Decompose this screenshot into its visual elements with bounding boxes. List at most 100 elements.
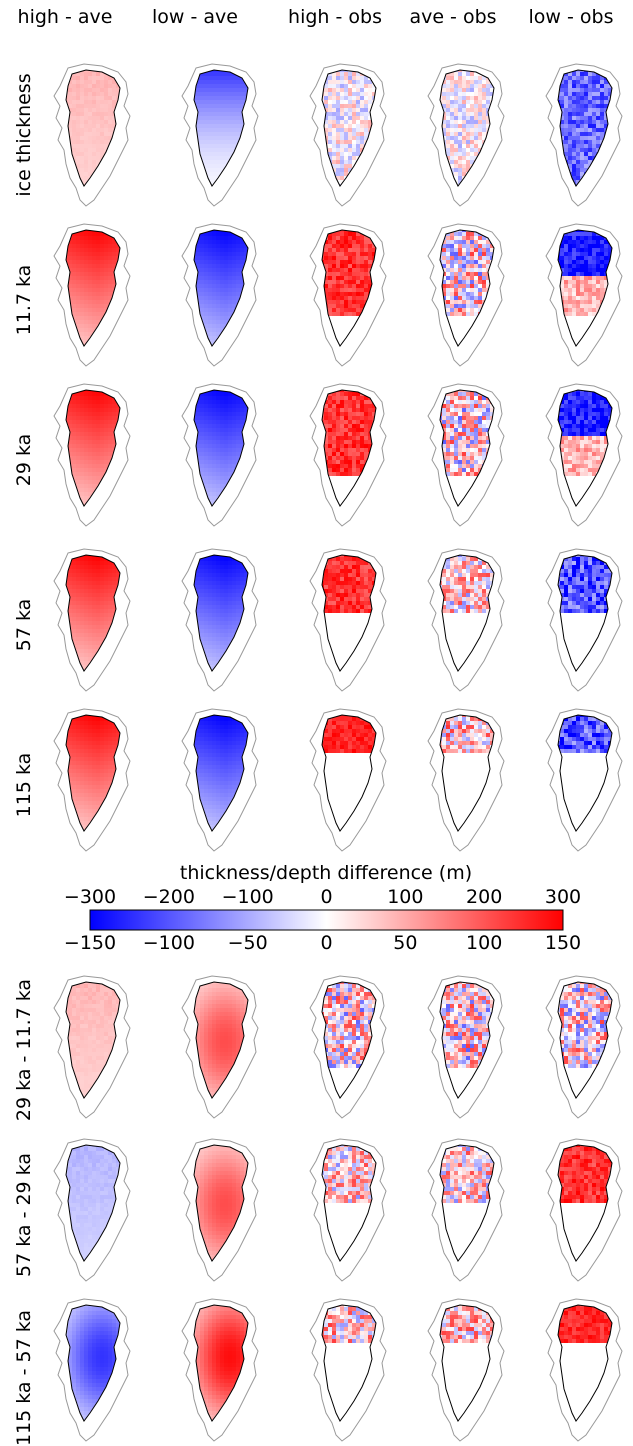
ice-margin-outline bbox=[557, 389, 613, 507]
map-heatmap bbox=[545, 548, 623, 692]
colorbar-top-tick: −100 bbox=[222, 886, 274, 908]
map-panel bbox=[40, 1295, 140, 1445]
map-panel bbox=[296, 60, 396, 210]
coastline-outline bbox=[545, 1298, 623, 1442]
map-heatmap bbox=[181, 223, 259, 367]
map-panel bbox=[532, 220, 632, 370]
column-label-low-obs: low - obs bbox=[529, 6, 614, 28]
ice-margin-outline bbox=[65, 1144, 121, 1262]
colorbar-top-tick: −200 bbox=[143, 886, 195, 908]
ice-margin-outline bbox=[321, 389, 377, 507]
map-panel bbox=[532, 380, 632, 530]
ice-margin-outline bbox=[439, 229, 495, 347]
map-heatmap bbox=[53, 548, 131, 692]
map-heatmap bbox=[545, 1298, 623, 1442]
map-panel bbox=[168, 1135, 268, 1285]
colorbar-bottom-tick: −50 bbox=[228, 932, 268, 954]
ice-margin-outline bbox=[321, 554, 377, 672]
ice-margin-outline bbox=[193, 1304, 249, 1422]
coastline-outline bbox=[309, 63, 387, 207]
ice-margin-outline bbox=[557, 981, 613, 1099]
coastline-outline bbox=[427, 63, 505, 207]
map-panel bbox=[414, 545, 514, 695]
map-heatmap bbox=[181, 708, 259, 852]
coastline-outline bbox=[181, 63, 259, 207]
ice-margin-outline bbox=[321, 714, 377, 832]
map-panel bbox=[532, 972, 632, 1122]
map-heatmap bbox=[53, 1298, 131, 1442]
colorbar-title: thickness/depth difference (m) bbox=[180, 862, 472, 884]
coastline-outline bbox=[53, 708, 131, 852]
ice-margin-outline bbox=[65, 389, 121, 507]
map-heatmap bbox=[181, 63, 259, 207]
map-heatmap bbox=[309, 708, 387, 852]
coastline-outline bbox=[545, 975, 623, 1119]
map-panel bbox=[414, 1295, 514, 1445]
coastline-outline bbox=[181, 548, 259, 692]
coastline-outline bbox=[309, 383, 387, 527]
map-panel bbox=[532, 705, 632, 855]
map-heatmap bbox=[309, 975, 387, 1119]
column-label-high-obs: high - obs bbox=[288, 6, 382, 28]
map-heatmap bbox=[427, 63, 505, 207]
map-panel bbox=[40, 705, 140, 855]
coastline-outline bbox=[181, 383, 259, 527]
coastline-outline bbox=[309, 708, 387, 852]
ice-margin-outline bbox=[193, 389, 249, 507]
map-panel bbox=[40, 1135, 140, 1285]
map-heatmap bbox=[309, 223, 387, 367]
row-label-29-minus-11-7: 29 ka - 11.7 ka bbox=[13, 979, 35, 1121]
ice-margin-outline bbox=[557, 69, 613, 187]
colorbar-top-tick: 100 bbox=[387, 886, 423, 908]
map-panel bbox=[532, 60, 632, 210]
map-heatmap bbox=[309, 383, 387, 527]
map-panel bbox=[168, 1295, 268, 1445]
ice-margin-outline bbox=[439, 714, 495, 832]
map-heatmap bbox=[545, 223, 623, 367]
coastline-outline bbox=[181, 708, 259, 852]
map-heatmap bbox=[427, 708, 505, 852]
ice-margin-outline bbox=[557, 1304, 613, 1422]
ice-margin-outline bbox=[321, 981, 377, 1099]
coastline-outline bbox=[427, 1138, 505, 1282]
coastline-outline bbox=[309, 548, 387, 692]
map-heatmap bbox=[427, 223, 505, 367]
colorbar-bottom-tick: 150 bbox=[545, 932, 581, 954]
ice-margin-outline bbox=[65, 714, 121, 832]
coastline-outline bbox=[53, 975, 131, 1119]
map-panel bbox=[40, 220, 140, 370]
ice-margin-outline bbox=[557, 714, 613, 832]
map-heatmap bbox=[53, 1138, 131, 1282]
colorbar-bottom-tick: 0 bbox=[320, 932, 332, 954]
map-panel bbox=[414, 220, 514, 370]
map-panel bbox=[414, 972, 514, 1122]
ice-margin-outline bbox=[439, 389, 495, 507]
ice-margin-outline bbox=[193, 229, 249, 347]
map-heatmap bbox=[545, 708, 623, 852]
row-label-115-minus-57: 115 ka - 57 ka bbox=[13, 1310, 35, 1446]
ice-margin-outline bbox=[193, 554, 249, 672]
ice-margin-outline bbox=[439, 1144, 495, 1262]
ice-margin-outline bbox=[193, 1144, 249, 1262]
colorbar-top-tick: 0 bbox=[320, 886, 332, 908]
coastline-outline bbox=[53, 63, 131, 207]
map-heatmap bbox=[181, 975, 259, 1119]
coastline-outline bbox=[545, 223, 623, 367]
ice-margin-outline bbox=[65, 981, 121, 1099]
map-heatmap bbox=[545, 1138, 623, 1282]
map-heatmap bbox=[309, 1138, 387, 1282]
row-label-ice-thickness: ice thickness bbox=[13, 73, 35, 196]
row-label-11-7-ka: 11.7 ka bbox=[13, 265, 35, 336]
coastline-outline bbox=[53, 1298, 131, 1442]
map-panel bbox=[296, 220, 396, 370]
map-panel bbox=[168, 60, 268, 210]
map-panel bbox=[168, 380, 268, 530]
map-panel bbox=[40, 60, 140, 210]
coastline-outline bbox=[427, 1298, 505, 1442]
ice-margin-outline bbox=[65, 554, 121, 672]
coastline-outline bbox=[545, 708, 623, 852]
ice-margin-outline bbox=[557, 1144, 613, 1262]
coastline-outline bbox=[427, 383, 505, 527]
row-label-57-minus-29: 57 ka - 29 ka bbox=[13, 1153, 35, 1277]
map-heatmap bbox=[53, 63, 131, 207]
